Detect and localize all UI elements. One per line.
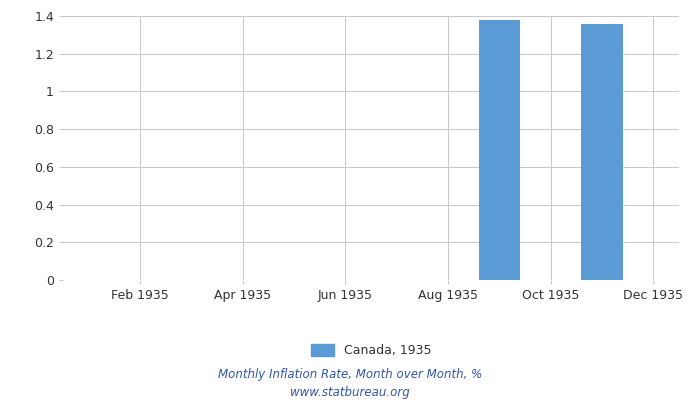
Bar [479, 20, 520, 280]
Bar [582, 24, 622, 280]
Text: www.statbureau.org: www.statbureau.org [290, 386, 410, 399]
Text: Monthly Inflation Rate, Month over Month, %: Monthly Inflation Rate, Month over Month… [218, 368, 482, 381]
Legend: Canada, 1935: Canada, 1935 [311, 344, 431, 357]
